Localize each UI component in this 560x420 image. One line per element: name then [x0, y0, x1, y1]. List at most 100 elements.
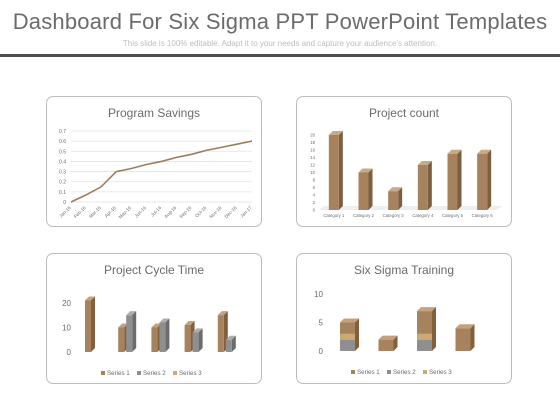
bar-side [132, 311, 137, 352]
bar-side [198, 328, 203, 352]
x-tick-label: Apr-16 [104, 205, 118, 219]
y-tick-label: 6 [313, 185, 316, 190]
bar-side [91, 296, 95, 352]
legend-label: Series 3 [179, 370, 202, 377]
bar-side [398, 187, 403, 210]
legend-swatch [387, 370, 391, 374]
project-count-card: Project count 0 2 4 6 8 10 12 14 16 18 20 Category … [296, 96, 512, 227]
y-tick-label: 14 [310, 155, 315, 160]
bar-top [447, 149, 462, 154]
x-tick-label: Category 4 [412, 213, 434, 218]
bar-side [457, 149, 462, 210]
y-tick-label: 12 [310, 163, 315, 168]
bar [126, 315, 133, 352]
six-sigma-training-chart: 0 5 10 Series 1 Series 2 Series 3 [314, 290, 475, 376]
legend-swatch [173, 371, 177, 375]
y-tick-label: 0.5 [59, 149, 66, 155]
chart-title: Project Cycle Time [103, 263, 205, 277]
y-tick-label: 4 [313, 193, 316, 198]
program-savings-card: Program Savings 0 0.1 0.2 0.3 0.4 0.5 0.6 0.7 Ja… [46, 96, 262, 227]
bar-segment [417, 339, 432, 351]
chart-title: Project count [368, 106, 440, 120]
x-tick-label: Mar-16 [88, 205, 102, 219]
legend-label: Series 1 [107, 370, 130, 377]
bar-side [355, 318, 359, 351]
x-tick-label: Sep-16 [178, 205, 192, 219]
x-tick-label: Jul-16 [150, 205, 163, 218]
y-tick-label: 8 [313, 178, 316, 183]
bar-top [358, 168, 373, 173]
six-sigma-training-card: Six Sigma Training 0 5 10 Series 1 Series 2 S… [296, 253, 512, 384]
bar-top [217, 311, 228, 316]
y-tick-label: 20 [310, 133, 315, 138]
program-savings-chart: 0 0.1 0.2 0.3 0.4 0.5 0.6 0.7 Jan-16 Feb-16 Mar-16… [58, 129, 253, 220]
bar-segment [340, 333, 355, 340]
bar [358, 172, 369, 210]
bar [417, 165, 428, 210]
bar-top [118, 323, 129, 328]
y-tick-label: 0.7 [59, 129, 66, 135]
x-tick-label: Oct-16 [194, 205, 208, 219]
bar-side [368, 168, 373, 210]
y-tick-label: 16 [310, 148, 315, 153]
bar-segment [378, 339, 394, 351]
legend-swatch [351, 370, 355, 374]
project-cycle-time-card: Project Cycle Time 0 10 20 Series 1 Series 2… [46, 253, 262, 384]
bar [477, 153, 488, 210]
bar-side [487, 149, 492, 210]
page-subtitle: This slide is 100% editable. Adapt it to… [122, 39, 438, 48]
bar-side [393, 335, 398, 351]
y-tick-label: 0.4 [59, 159, 66, 165]
y-tick-label: 0 [319, 347, 324, 356]
y-tick-label: 10 [314, 290, 323, 299]
bar-side [231, 335, 236, 352]
bar-top [184, 321, 195, 325]
legend-label: Series 2 [143, 370, 166, 377]
x-tick-label: Jun-16 [134, 205, 148, 219]
bar-top [340, 318, 359, 323]
bar-segment [340, 339, 355, 351]
bar-top [417, 161, 432, 165]
x-tick-label: Nov-16 [209, 205, 223, 219]
bar [159, 322, 166, 352]
y-tick-label: 18 [310, 140, 315, 145]
bar-top [388, 187, 403, 192]
y-tick-label: 0.2 [59, 180, 66, 186]
bar-segment [417, 333, 432, 340]
bar-segment [417, 311, 432, 334]
bar [328, 135, 339, 210]
project-count-chart: 0 2 4 6 8 10 12 14 16 18 20 Category 1 Category 2 Cat… [310, 131, 502, 218]
x-tick-label: Category 6 [472, 213, 494, 218]
y-tick-label: 0 [67, 348, 72, 357]
bar-top [126, 311, 137, 316]
bar [388, 191, 399, 210]
x-tick-label: Category 1 [323, 213, 345, 218]
bar-side [338, 131, 343, 210]
y-tick-label: 0 [313, 208, 316, 213]
bar-side [470, 324, 475, 351]
bar-top [417, 307, 436, 312]
y-tick-label: 5 [319, 319, 324, 328]
x-tick-label: Jan-17 [239, 205, 253, 219]
y-tick-label: 10 [62, 323, 71, 332]
x-tick-label: Jan-16 [58, 205, 72, 219]
bar-top [328, 131, 343, 135]
legend-swatch [137, 371, 141, 375]
bar-top [151, 323, 162, 328]
legend-label: Series 2 [393, 369, 416, 376]
bar [447, 153, 458, 210]
y-tick-label: 0.1 [59, 190, 66, 196]
bar [118, 327, 125, 352]
series-line [70, 140, 253, 203]
bar-side [165, 318, 170, 352]
page-title: Dashboard For Six Sigma PPT PowerPoint T… [12, 9, 548, 34]
bar-top [192, 328, 203, 333]
chart-title: Six Sigma Training [353, 263, 455, 277]
bar [192, 332, 199, 352]
bar [151, 327, 158, 352]
y-tick-label: 0 [63, 200, 66, 206]
bar-top [477, 149, 492, 154]
bar-side [432, 307, 436, 351]
x-tick-label: Category 5 [442, 213, 464, 218]
bar-top [159, 318, 170, 323]
